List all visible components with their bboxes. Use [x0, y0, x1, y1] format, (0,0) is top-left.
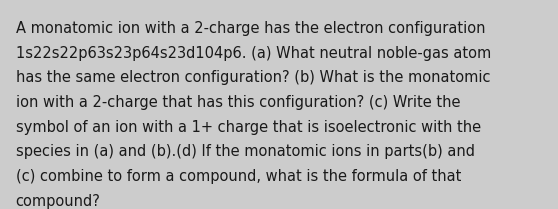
Text: 1s22s22p63s23p64s23d104p6. (a) What neutral noble-gas atom: 1s22s22p63s23p64s23d104p6. (a) What neut… [16, 46, 491, 61]
Text: ion with a 2-charge that has this configuration? (c) Write the: ion with a 2-charge that has this config… [16, 95, 460, 110]
Text: A monatomic ion with a 2-charge has the electron configuration: A monatomic ion with a 2-charge has the … [16, 21, 485, 36]
Text: compound?: compound? [16, 194, 100, 209]
Text: has the same electron configuration? (b) What is the monatomic: has the same electron configuration? (b)… [16, 70, 490, 85]
Text: (c) combine to form a compound, what is the formula of that: (c) combine to form a compound, what is … [16, 169, 461, 184]
Text: symbol of an ion with a 1+ charge that is isoelectronic with the: symbol of an ion with a 1+ charge that i… [16, 120, 481, 135]
Text: species in (a) and (b).(d) If the monatomic ions in parts(b) and: species in (a) and (b).(d) If the monato… [16, 144, 475, 159]
